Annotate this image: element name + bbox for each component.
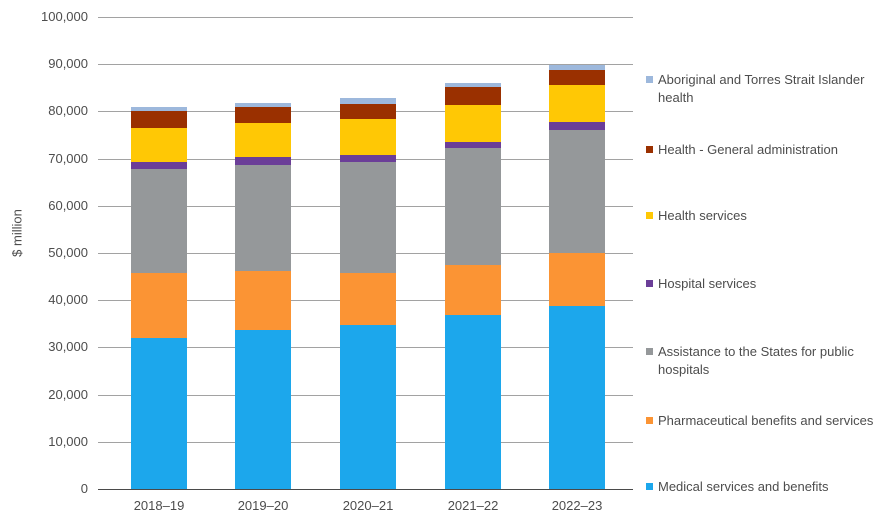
segment-medical-services-and-benefits — [340, 324, 396, 489]
legend-swatch-icon — [646, 348, 653, 355]
segment-hospital-services — [131, 161, 187, 170]
legend-label: Health services — [658, 208, 747, 223]
segment-hospital-services — [445, 141, 501, 148]
y-tick-label-90000: 90,000 — [48, 56, 88, 72]
legend: Aboriginal and Torres Strait Islander he… — [646, 17, 888, 507]
legend-label: Health - General administration — [658, 142, 838, 157]
legend-item-medical-services-and-benefits: Medical services and benefits — [646, 478, 883, 496]
segment-pharmaceutical-benefits-and-services — [340, 272, 396, 325]
segment-medical-services-and-benefits — [131, 337, 187, 489]
segment-pharmaceutical-benefits-and-services — [549, 253, 605, 307]
segment-health-services — [549, 85, 605, 123]
x-tick-label-2022-23: 2022–23 — [551, 498, 603, 513]
legend-swatch-icon — [646, 483, 653, 490]
legend-label: Aboriginal and Torres Strait Islander he… — [658, 72, 865, 105]
segment-aboriginal-and-torres-strait-islander-health — [549, 65, 605, 70]
segment-hospital-services — [549, 122, 605, 130]
y-tick-label-30000: 30,000 — [48, 339, 88, 355]
segment-assistance-to-the-states-for-public-hospitals — [549, 129, 605, 254]
y-tick-label-0: 0 — [80, 481, 88, 496]
bar-2018-19 — [131, 106, 187, 489]
y-tick-label-80000: 80,000 — [48, 103, 88, 119]
segment-aboriginal-and-torres-strait-islander-health — [445, 83, 501, 88]
bar-2019-20 — [235, 102, 291, 489]
legend-item-hospital-services: Hospital services — [646, 275, 883, 293]
segment-medical-services-and-benefits — [445, 315, 501, 489]
legend-swatch-icon — [646, 417, 653, 424]
legend-label: Pharmaceutical benefits and services — [658, 413, 874, 428]
legend-swatch-icon — [646, 146, 653, 153]
segment-hospital-services — [235, 157, 291, 165]
legend-swatch-icon — [646, 212, 653, 219]
segment-pharmaceutical-benefits-and-services — [235, 270, 291, 331]
segment-assistance-to-the-states-for-public-hospitals — [445, 147, 501, 265]
y-tick-label-70000: 70,000 — [48, 150, 88, 166]
segment-aboriginal-and-torres-strait-islander-health — [131, 106, 187, 112]
segment-medical-services-and-benefits — [235, 330, 291, 489]
segment-assistance-to-the-states-for-public-hospitals — [340, 161, 396, 273]
segment-health-general-administration — [235, 107, 291, 123]
x-tick-label-2018-19: 2018–19 — [133, 498, 185, 513]
legend-label: Assistance to the States for public hosp… — [658, 344, 854, 377]
gridline-90000 — [98, 64, 633, 66]
segment-health-services — [445, 104, 501, 142]
segment-pharmaceutical-benefits-and-services — [445, 264, 501, 316]
y-axis-title: $ million — [9, 209, 25, 257]
bar-2020-21 — [340, 98, 396, 489]
segment-pharmaceutical-benefits-and-services — [131, 272, 187, 338]
segment-aboriginal-and-torres-strait-islander-health — [340, 98, 396, 104]
legend-item-assistance-to-the-states-for-public-hospitals: Assistance to the States for public hosp… — [646, 343, 883, 379]
segment-health-general-administration — [131, 111, 187, 128]
y-tick-label-100000: 100,000 — [41, 9, 88, 24]
segment-medical-services-and-benefits — [549, 306, 605, 489]
x-tick-label-2021-22: 2021–22 — [447, 498, 499, 513]
segment-health-services — [131, 127, 187, 162]
segment-assistance-to-the-states-for-public-hospitals — [235, 164, 291, 271]
y-tick-label-40000: 40,000 — [48, 292, 88, 308]
segment-health-services — [340, 118, 396, 155]
bar-2021-22 — [445, 83, 501, 489]
y-tick-label-10000: 10,000 — [48, 433, 88, 449]
gridline-100000 — [98, 17, 633, 18]
y-tick-label-20000: 20,000 — [48, 386, 88, 402]
y-tick-label-60000: 60,000 — [48, 197, 88, 213]
legend-label: Medical services and benefits — [658, 479, 829, 494]
segment-health-general-administration — [340, 103, 396, 119]
x-tick-label-2019-20: 2019–20 — [237, 498, 289, 513]
x-tick-label-2020-21: 2020–21 — [342, 498, 394, 513]
segment-health-services — [235, 122, 291, 158]
legend-swatch-icon — [646, 76, 653, 83]
legend-swatch-icon — [646, 280, 653, 287]
plot-area — [98, 17, 633, 490]
y-tick-label-50000: 50,000 — [48, 245, 88, 260]
legend-item-pharmaceutical-benefits-and-services: Pharmaceutical benefits and services — [646, 412, 883, 430]
legend-item-health-services: Health services — [646, 207, 883, 225]
legend-item-health-general-administration: Health - General administration — [646, 141, 883, 159]
segment-hospital-services — [340, 154, 396, 162]
segment-assistance-to-the-states-for-public-hospitals — [131, 169, 187, 273]
bar-2022-23 — [549, 65, 605, 489]
legend-label: Hospital services — [658, 276, 757, 291]
segment-health-general-administration — [445, 87, 501, 105]
segment-health-general-administration — [549, 69, 605, 86]
legend-item-aboriginal-and-torres-strait-islander-health: Aboriginal and Torres Strait Islander he… — [646, 71, 883, 107]
segment-aboriginal-and-torres-strait-islander-health — [235, 102, 291, 108]
